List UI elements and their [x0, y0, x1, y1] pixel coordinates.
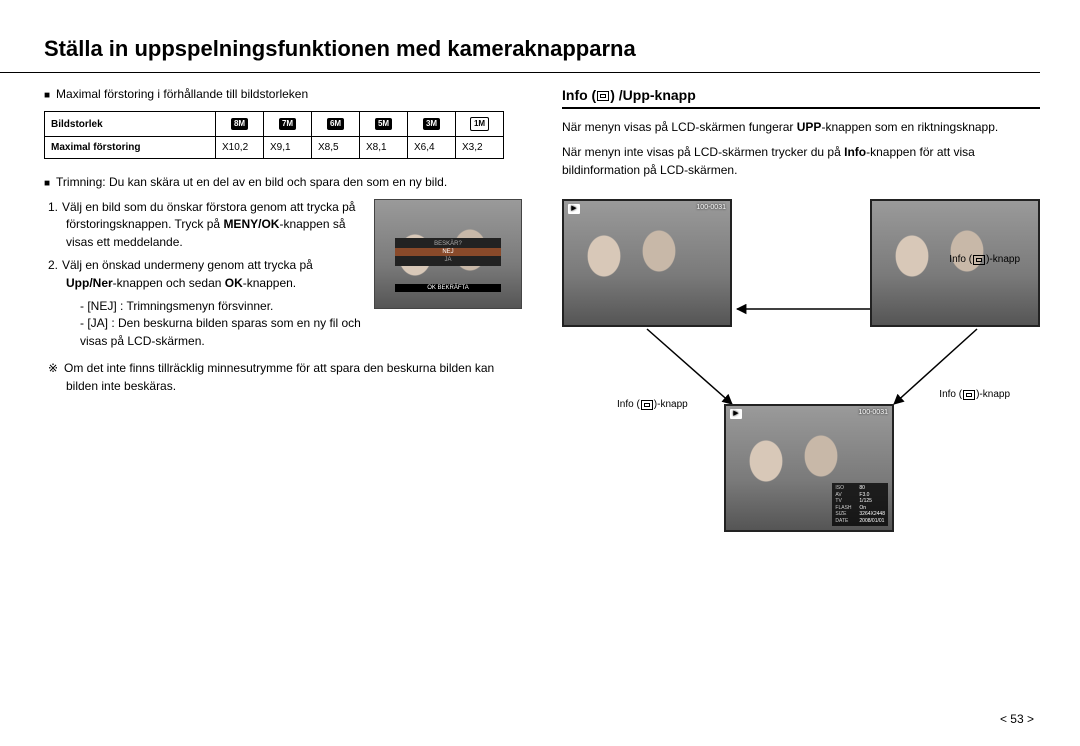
size-icon-cell: 6M: [312, 112, 360, 137]
arrow-label-a: Info ()-knapp: [617, 399, 688, 410]
info-para-2: När menyn inte visas på LCD-skärmen tryc…: [562, 144, 1040, 179]
size-8m-icon: 8M: [231, 118, 248, 130]
exif-iso: 80: [859, 485, 865, 491]
info-icon: [963, 390, 975, 400]
note-insufficient-memory: ※Om det inte finns tillräcklig minnesutr…: [66, 360, 522, 395]
size-icon-cell: 8M: [216, 112, 264, 137]
exif-flash: On: [859, 505, 866, 511]
step-2-text-a: Välj en önskad undermeny genom att tryck…: [62, 258, 313, 272]
th-bildstorlek: Bildstorlek: [45, 112, 216, 137]
play-icon: ▶: [568, 204, 580, 214]
exif-size: 3264X2448: [859, 511, 885, 517]
lcd-screen-full-info: ▶ 100-0031 ISO80 AVF3.0 TV1/125 FLASHOn …: [724, 404, 894, 532]
step-1-bold: MENY/OK: [223, 217, 279, 231]
step-2-text-b3: -knappen.: [243, 276, 296, 290]
play-icon: ▶: [730, 409, 742, 419]
p1b: -knappen som en riktningsknapp.: [821, 120, 998, 134]
size-icon-cell: 1M: [456, 112, 504, 137]
info-icon: [597, 91, 609, 101]
size-icon-cell: 3M: [408, 112, 456, 137]
p2bold: Info: [844, 145, 866, 159]
header-prefix: Info (: [562, 87, 596, 103]
size-6m-icon: 6M: [327, 118, 344, 130]
header-suffix: ) /Upp-knapp: [610, 87, 696, 103]
size-icon-cell: 5M: [360, 112, 408, 137]
p1a: När menyn visas på LCD-skärmen fungerar: [562, 120, 797, 134]
step-2-text-b2: -knappen och sedan: [113, 276, 225, 290]
file-id-text: 100-0031: [696, 204, 726, 214]
p1bold: UPP: [797, 120, 822, 134]
step-2-bold2: OK: [225, 276, 243, 290]
dialog-opt-ja: JA: [395, 256, 501, 264]
zoom-cell: X8,1: [360, 137, 408, 159]
note-text: Om det inte finns tillräcklig minnesutry…: [64, 361, 494, 392]
exif-date: 2008/01/01: [859, 518, 884, 524]
size-7m-icon: 7M: [279, 118, 296, 130]
size-icon-cell: 7M: [264, 112, 312, 137]
info-icon: [973, 255, 985, 265]
zoom-cell: X6,4: [408, 137, 456, 159]
size-table: Bildstorlek 8M 7M 6M 5M 3M 1M Maximal fö…: [44, 111, 504, 159]
arrow-label-b: Info ()-knapp: [949, 254, 1020, 265]
info-diagram: ▶ 100-0031 ▶ 100-0031 ISO80 AVF3.0 TV1/1…: [562, 199, 1040, 579]
zoom-cell: X9,1: [264, 137, 312, 159]
left-column: Maximal förstoring i förhållande till bi…: [44, 87, 542, 579]
zoom-cell: X8,5: [312, 137, 360, 159]
th-max-forstoring: Maximal förstoring: [45, 137, 216, 159]
substep-ja: - [JA] : Den beskurna bilden sparas som …: [80, 315, 522, 350]
page-title: Ställa in uppspelningsfunktionen med kam…: [0, 0, 1040, 73]
dialog-opt-nej: NEJ: [395, 248, 501, 256]
zoom-cell: X10,2: [216, 137, 264, 159]
p2a: När menyn inte visas på LCD-skärmen tryc…: [562, 145, 844, 159]
info-icon: [641, 400, 653, 410]
zoom-cell: X3,2: [456, 137, 504, 159]
lcd-screen-with-topbar: ▶ 100-0031: [562, 199, 732, 327]
arrow-label-c: Info ()-knapp: [939, 389, 1010, 400]
right-column: Info ( ) /Upp-knapp När menyn visas på LC…: [542, 87, 1040, 579]
exif-av: F3.0: [859, 492, 869, 498]
size-1m-icon: 1M: [470, 117, 489, 131]
bullet-max-zoom: Maximal förstoring i förhållande till bi…: [44, 87, 522, 101]
size-5m-icon: 5M: [375, 118, 392, 130]
file-id-text: 100-0031: [858, 409, 888, 419]
note-icon: ※: [48, 360, 64, 377]
dialog-ok-bar: OK BEKRÄFTA: [395, 284, 501, 292]
size-3m-icon: 3M: [423, 118, 440, 130]
step-2-bold1: Upp/Ner: [66, 276, 113, 290]
info-para-1: När menyn visas på LCD-skärmen fungerar …: [562, 119, 1040, 136]
page-number: < 53 >: [1000, 712, 1034, 726]
bullet-trimning: Trimning: Du kan skära ut en del av en b…: [44, 175, 522, 189]
exif-overlay: ISO80 AVF3.0 TV1/125 FLASHOn SIZE3264X24…: [832, 483, 888, 526]
dialog-title: BESKÄR?: [395, 240, 501, 248]
exif-tv: 1/125: [859, 498, 872, 504]
step-1-text-b1: Tryck på: [175, 217, 224, 231]
info-section-header: Info ( ) /Upp-knapp: [562, 87, 1040, 109]
trim-dialog-preview: BESKÄR? NEJ JA OK BEKRÄFTA: [374, 199, 522, 309]
